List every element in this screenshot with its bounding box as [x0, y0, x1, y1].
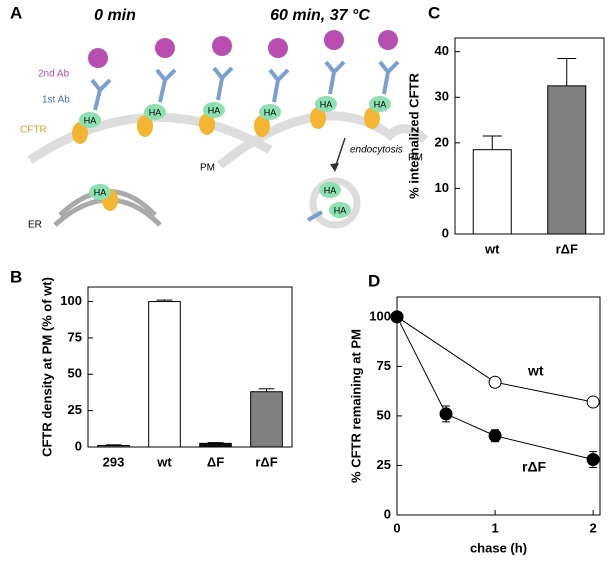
y-tick-label: 100: [369, 308, 391, 323]
axes-frame: [454, 37, 605, 235]
ha-label: HA: [264, 107, 277, 117]
series-label: rΔF: [522, 459, 547, 475]
x-tick-label: 2: [590, 520, 597, 535]
panel-letter: D: [368, 271, 380, 290]
y-axis-label: CFTR density at PM (% of wt): [39, 277, 54, 457]
y-tick-label: 0: [75, 438, 82, 453]
bar: [199, 442, 232, 448]
ha-label: HA: [84, 115, 97, 125]
ha-label: HA: [94, 187, 107, 197]
series-line: [396, 316, 594, 403]
x-tick-label: 1: [491, 520, 498, 535]
label: 1st Ab: [42, 95, 70, 106]
y-tick-label: 50: [377, 407, 391, 422]
label: PM: [200, 163, 215, 174]
ha-label: HA: [334, 205, 347, 215]
label: ER: [28, 220, 42, 231]
label: CFTR: [20, 125, 47, 136]
y-tick-label: 75: [377, 358, 391, 373]
bar: [148, 301, 181, 448]
x-tick-label: ΔF: [207, 454, 224, 469]
x-tick-label: wt: [484, 241, 500, 256]
diagram-title: 0 min: [94, 7, 136, 24]
arrow: [334, 137, 346, 169]
x-tick-label: rΔF: [556, 241, 578, 256]
panel-letter: B: [10, 267, 22, 286]
ha-label: HA: [374, 99, 387, 109]
y-tick-label: 0: [384, 506, 391, 521]
series-label: wt: [527, 363, 544, 379]
y-tick-label: 100: [60, 293, 82, 308]
marker: [488, 429, 502, 443]
y-tick-label: 25: [377, 457, 391, 472]
ha-label: HA: [149, 107, 162, 117]
marker: [586, 453, 600, 467]
x-tick-label: 0: [393, 520, 400, 535]
y-tick-label: 20: [435, 134, 449, 149]
y-tick-label: 40: [435, 43, 449, 58]
vesicle: [309, 177, 361, 229]
y-tick-label: 25: [68, 402, 82, 417]
panel-letter: A: [10, 3, 22, 22]
cftr-shapes: [72, 107, 380, 211]
y-tick-label: 0: [442, 225, 449, 240]
antibodies: [90, 60, 400, 222]
x-axis-label: chase (h): [470, 540, 527, 555]
label: PM: [408, 153, 423, 164]
label: endocytosis: [350, 145, 403, 156]
arrowhead: [330, 163, 339, 172]
panel-letter: C: [428, 3, 440, 22]
x-tick-label: rΔF: [255, 454, 277, 469]
x-tick-label: 293: [103, 454, 125, 469]
x-tick-label: wt: [156, 454, 172, 469]
y-tick-label: 30: [435, 89, 449, 104]
diagram: A 0 min 60 min, 37 °C 2nd Ab 1: [10, 3, 429, 231]
marker: [439, 407, 453, 421]
bar: [97, 445, 130, 448]
marker: [488, 375, 502, 389]
series-line: [396, 316, 594, 460]
axes-frame: [396, 296, 601, 516]
second-ab: [88, 30, 398, 68]
y-axis-label: % internalized CFTR: [406, 73, 421, 199]
y-tick-label: 10: [435, 180, 449, 195]
marker: [586, 395, 600, 409]
ha-label: HA: [320, 99, 333, 109]
bar: [250, 391, 283, 448]
ha-label: HA: [324, 185, 337, 195]
bar: [472, 149, 512, 235]
diagram-title: 60 min, 37 °C: [270, 7, 370, 24]
axes-frame: [87, 286, 293, 448]
y-tick-label: 75: [68, 329, 82, 344]
y-tick-label: 50: [68, 366, 82, 381]
y-axis-label: % CFTR remaining at PM: [348, 329, 363, 483]
marker: [390, 310, 404, 324]
ha-label: HA: [208, 105, 221, 115]
ha-shapes: [79, 96, 391, 218]
label: 2nd Ab: [38, 69, 70, 80]
bar: [547, 85, 587, 235]
